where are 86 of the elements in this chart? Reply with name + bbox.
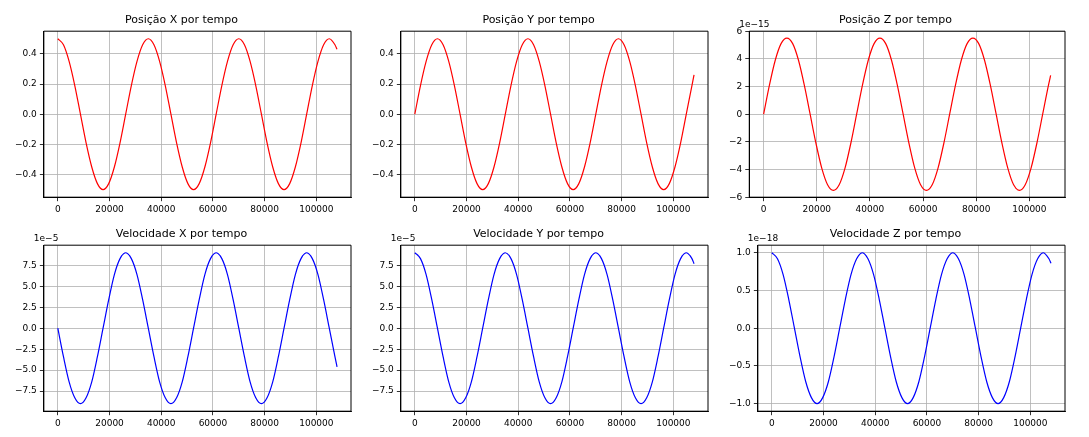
x-tick-label: 60000: [908, 203, 938, 214]
chart-title: Posição Y por tempo: [482, 13, 595, 27]
y-tick-label: 7.5: [22, 259, 37, 270]
y-tick-label: −0.4: [14, 168, 38, 179]
x-tick-label: 100000: [1013, 417, 1048, 428]
x-tick-label: 80000: [607, 417, 637, 428]
x-tick-label: 100000: [656, 417, 691, 428]
y-tick-label: 7.5: [379, 259, 394, 270]
x-tick-label: 20000: [95, 417, 125, 428]
x-tick-label: 80000: [964, 417, 994, 428]
x-tick-label: 60000: [555, 203, 585, 214]
y-tick-label: −0.2: [371, 138, 394, 149]
x-tick-label: 40000: [855, 203, 885, 214]
line-series: [57, 252, 338, 405]
y-tick-label: 0.0: [379, 322, 395, 333]
y-tick-label: 1.0: [736, 247, 752, 258]
x-tick-label: 20000: [95, 203, 125, 214]
x-tick-label: 40000: [503, 417, 533, 428]
y-tick-label: −7.5: [14, 385, 37, 396]
x-tick-label: 0: [54, 203, 61, 214]
y-tick-label: −7.5: [371, 385, 394, 396]
y-tick-label: 5.0: [379, 280, 395, 291]
line-series: [57, 38, 338, 191]
y-tick-label: 0.0: [379, 108, 395, 119]
y-tick-label: 0.0: [22, 322, 38, 333]
x-tick-label: 40000: [503, 203, 533, 214]
x-tick-label: 60000: [912, 417, 942, 428]
x-tick-label: 40000: [860, 417, 890, 428]
x-tick-label: 40000: [146, 203, 176, 214]
y-tick-label: 2.5: [22, 301, 37, 312]
line-series: [414, 252, 695, 405]
x-tick-label: 100000: [1012, 203, 1047, 214]
x-tick-label: 0: [768, 417, 775, 428]
y-tick-label: −0.4: [371, 168, 395, 179]
y-tick-label: 0.0: [736, 322, 752, 333]
y-tick-label: 0.0: [22, 108, 38, 119]
chart-title: Velocidade X por tempo: [115, 227, 248, 241]
x-tick-label: 40000: [146, 417, 176, 428]
x-tick-label: 80000: [961, 203, 991, 214]
x-tick-label: 0: [54, 417, 61, 428]
line-series: [771, 252, 1052, 405]
y-tick-label: 4: [736, 53, 743, 64]
y-tick-label: 0: [736, 108, 743, 119]
y-tick-label: −1.0: [728, 398, 752, 408]
y-tick-label: −2: [728, 136, 743, 147]
y-tick-label: 0.2: [379, 78, 394, 89]
chart-title: Velocidade Y por tempo: [473, 227, 605, 241]
y-tick-label: 0.4: [379, 48, 395, 59]
text: 1e−5: [390, 233, 416, 244]
y-tick-label: 2.5: [379, 301, 394, 312]
y-tick-label: −5.0: [14, 364, 38, 375]
x-tick-label: 60000: [198, 417, 228, 428]
y-tick-label: −6: [728, 191, 743, 202]
y-tick-label: −2.5: [14, 343, 37, 354]
y-tick-label: −4: [728, 163, 743, 174]
x-tick-label: 60000: [198, 203, 228, 214]
x-tick-label: 80000: [250, 203, 280, 214]
y-tick-label: 0.4: [22, 48, 38, 59]
line-series: [414, 38, 695, 191]
y-tick-label: 0.2: [22, 78, 37, 89]
x-tick-label: 60000: [555, 417, 585, 428]
x-tick-label: 100000: [299, 417, 334, 428]
chart-title: Posição Z por tempo: [838, 13, 953, 27]
x-tick-label: 20000: [802, 203, 832, 214]
y-tick-label: −0.5: [728, 360, 751, 371]
y-tick-label: −5.0: [371, 364, 395, 375]
y-tick-label: −0.2: [14, 138, 37, 149]
chart-title: Posição X por tempo: [124, 13, 239, 27]
y-tick-label: 0.5: [736, 284, 751, 295]
y-tick-label: 2: [736, 80, 743, 91]
text: 1e−18: [747, 233, 779, 244]
y-tick-label: 5.0: [22, 280, 38, 291]
chart-title: Velocidade Z por tempo: [829, 227, 962, 241]
x-tick-label: 0: [760, 203, 767, 214]
x-tick-label: 20000: [809, 417, 839, 428]
y-tick-label: −2.5: [371, 343, 394, 354]
x-tick-label: 100000: [299, 203, 334, 214]
line-series: [763, 37, 1052, 191]
x-tick-label: 80000: [250, 417, 280, 428]
x-tick-label: 100000: [656, 203, 691, 214]
text: 1e−5: [33, 233, 59, 244]
x-tick-label: 80000: [607, 203, 637, 214]
x-tick-label: 0: [411, 417, 418, 428]
x-tick-label: 20000: [452, 417, 482, 428]
x-tick-label: 20000: [452, 203, 482, 214]
x-tick-label: 0: [411, 203, 418, 214]
